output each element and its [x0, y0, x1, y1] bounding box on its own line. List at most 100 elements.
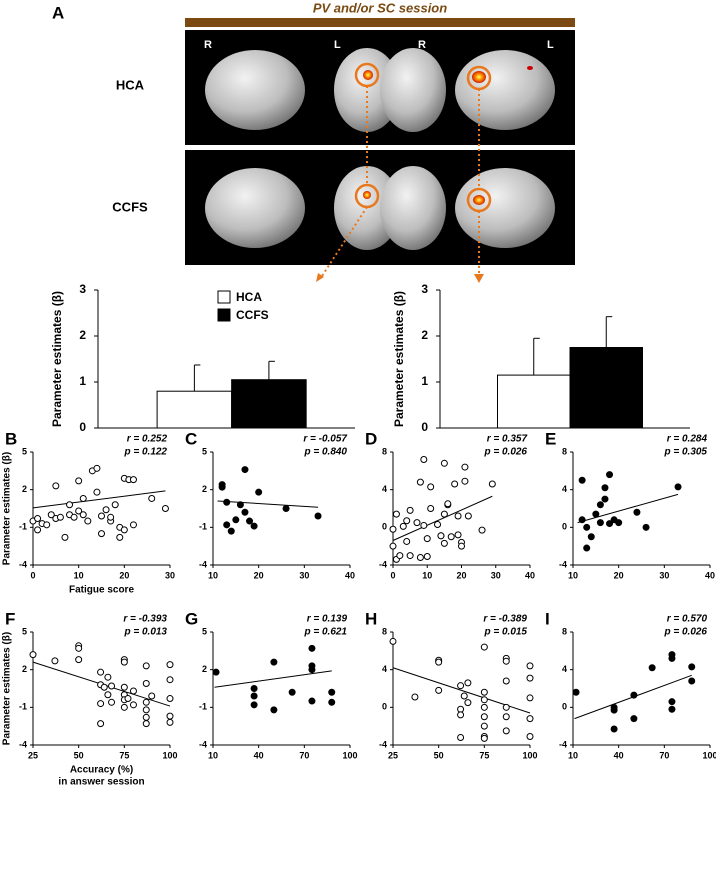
point [457, 705, 465, 713]
point [142, 713, 150, 721]
point [79, 511, 87, 519]
point [142, 662, 150, 670]
point [399, 522, 407, 530]
trend-line [392, 495, 493, 541]
y-tick-label: -1 [199, 702, 207, 712]
y-tick-label: 4 [382, 664, 387, 674]
y-tick-label: 0 [421, 420, 428, 434]
point [630, 691, 638, 699]
p-value: p = 0.122 [123, 447, 167, 458]
point [161, 505, 169, 512]
r-value: r = -0.389 [483, 614, 527, 625]
x-tick-label: 70 [299, 750, 309, 760]
bar [497, 374, 571, 429]
x-tick-label: 10 [422, 570, 432, 580]
y-axis-label: Parameter estimates (β) [2, 632, 13, 745]
point [241, 466, 249, 474]
point [460, 692, 468, 700]
y-tick-label: 1 [421, 374, 428, 388]
point [148, 494, 156, 502]
hemisphere-label: R [204, 39, 212, 51]
point [142, 720, 150, 728]
point [630, 715, 638, 723]
point [601, 495, 609, 503]
y-tick-label: 0 [382, 702, 387, 712]
point [526, 694, 534, 702]
point [129, 476, 137, 484]
point [124, 695, 132, 703]
trend-line [577, 493, 679, 524]
x-tick-label: 0 [390, 570, 395, 580]
point [250, 692, 258, 700]
x-tick-label: 10 [568, 570, 578, 580]
point [93, 464, 101, 472]
y-tick-label: 2 [79, 328, 86, 342]
point [480, 688, 488, 696]
x-tick-label: 40 [614, 750, 624, 760]
point [111, 501, 119, 509]
x-axis-label: in answer session [58, 777, 144, 788]
x-tick-label: 40 [705, 570, 715, 580]
y-tick-label: 2 [421, 328, 428, 342]
point [166, 695, 174, 703]
y-tick-label: 8 [382, 446, 387, 456]
x-tick-label: 40 [254, 750, 264, 760]
r-value: r = -0.057 [303, 434, 347, 445]
point [440, 539, 448, 547]
point [389, 542, 397, 550]
bar [231, 379, 307, 429]
y-tick-label: -1 [19, 522, 27, 532]
session-bar [185, 18, 575, 27]
y-tick-label: -1 [19, 702, 27, 712]
point [502, 703, 510, 711]
x-axis-label: Fatigue score [69, 585, 134, 596]
point [166, 661, 174, 669]
x-tick-label: 25 [388, 750, 398, 760]
bar [569, 347, 643, 429]
x-tick-label: 100 [702, 750, 716, 760]
legend-label: HCA [236, 290, 262, 304]
x-tick-label: 25 [28, 750, 38, 760]
point [615, 519, 623, 527]
x-tick-label: 10 [208, 750, 218, 760]
x-tick-label: 20 [254, 570, 264, 580]
y-tick-label: 3 [79, 282, 86, 296]
y-tick-label: 8 [382, 626, 387, 636]
point [668, 654, 676, 662]
point [98, 512, 105, 520]
point [480, 734, 488, 742]
x-tick-label: 20 [614, 570, 624, 580]
point [212, 668, 220, 676]
point [166, 718, 174, 726]
point [308, 666, 316, 674]
panel-label: F [5, 609, 15, 628]
point [29, 651, 37, 659]
panel-label: I [545, 609, 550, 628]
point [423, 553, 431, 561]
point [43, 521, 51, 529]
point [526, 733, 534, 741]
point [98, 530, 105, 538]
x-tick-label: 30 [491, 570, 501, 580]
point [480, 713, 488, 721]
point [413, 519, 421, 527]
point [606, 471, 614, 479]
p-value: p = 0.026 [663, 627, 707, 638]
point [56, 513, 64, 521]
point [97, 700, 105, 708]
point [52, 482, 60, 490]
point [129, 701, 137, 709]
point [166, 676, 174, 684]
point [282, 505, 290, 512]
point [458, 542, 465, 550]
y-tick-label: 5 [202, 626, 207, 636]
point [34, 526, 42, 534]
point [79, 494, 87, 502]
point [572, 688, 580, 696]
point [255, 488, 263, 496]
y-tick-label: -4 [559, 559, 567, 569]
point [502, 727, 510, 735]
point [84, 517, 92, 525]
point [227, 527, 235, 535]
y-tick-label: -4 [199, 559, 207, 569]
